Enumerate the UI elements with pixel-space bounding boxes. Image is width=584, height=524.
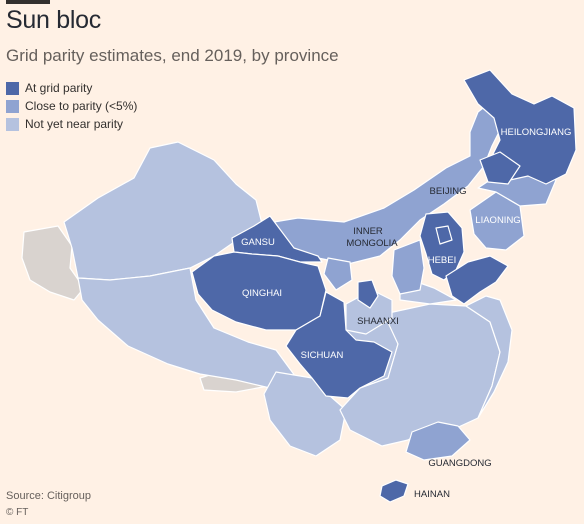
region-heilongjiang-east	[479, 151, 521, 185]
province-label-shaanxi: SHAANXI	[357, 316, 399, 327]
chart-subtitle: Grid parity estimates, end 2019, by prov…	[6, 46, 339, 65]
region-heilongjiang	[463, 69, 577, 185]
province-label-liaoning: LIAONING	[475, 215, 520, 226]
province-label-gansu: GANSU	[241, 237, 275, 248]
legend: At grid parity Close to parity (<5%) Not…	[6, 80, 137, 134]
province-labels: HEILONGJIANG BEIJING LIAONING HEBEI INNE…	[241, 127, 571, 500]
region-shanxi	[391, 239, 425, 295]
region-shandong	[445, 255, 509, 305]
legend-label-close-to-parity: Close to parity (<5%)	[25, 99, 138, 113]
province-label-sichuan: SICHUAN	[301, 350, 344, 361]
region-ningxia	[323, 257, 353, 291]
province-label-guangdong: GUANGDONG	[428, 458, 491, 469]
top-rule	[6, 0, 50, 4]
legend-label-not-near-parity: Not yet near parity	[25, 117, 124, 131]
region-east-coast	[465, 295, 513, 419]
chart-title: Sun bloc	[6, 6, 101, 34]
region-guangdong	[405, 421, 471, 461]
province-label-inner-mongolia-2: MONGOLIA	[346, 238, 398, 249]
source-note: Source: Citigroup	[6, 490, 91, 502]
legend-item-at-parity: At grid parity	[6, 80, 137, 96]
region-sichuan	[285, 291, 393, 399]
province-label-qinghai: QINGHAI	[242, 288, 282, 299]
region-qinghai	[191, 251, 327, 331]
province-label-hainan: HAINAN	[414, 489, 450, 500]
legend-item-not-near-parity: Not yet near parity	[6, 116, 137, 132]
region-shaanxi-north	[357, 279, 379, 309]
region-hainan	[379, 479, 409, 503]
province-label-beijing: BEIJING	[430, 186, 467, 197]
province-label-hebei: HEBEI	[428, 255, 457, 266]
legend-swatch-close-to-parity	[6, 99, 19, 113]
copyright-note: © FT	[6, 507, 29, 518]
province-label-inner-mongolia-1: INNER	[353, 226, 383, 237]
legend-label-at-parity: At grid parity	[25, 81, 93, 95]
region-neighbour-west	[21, 225, 85, 301]
province-label-heilongjiang: HEILONGJIANG	[501, 127, 572, 138]
region-beijing	[435, 225, 453, 245]
legend-swatch-not-near-parity	[6, 117, 19, 131]
legend-item-close-to-parity: Close to parity (<5%)	[6, 98, 137, 114]
legend-swatch-at-parity	[6, 81, 19, 95]
